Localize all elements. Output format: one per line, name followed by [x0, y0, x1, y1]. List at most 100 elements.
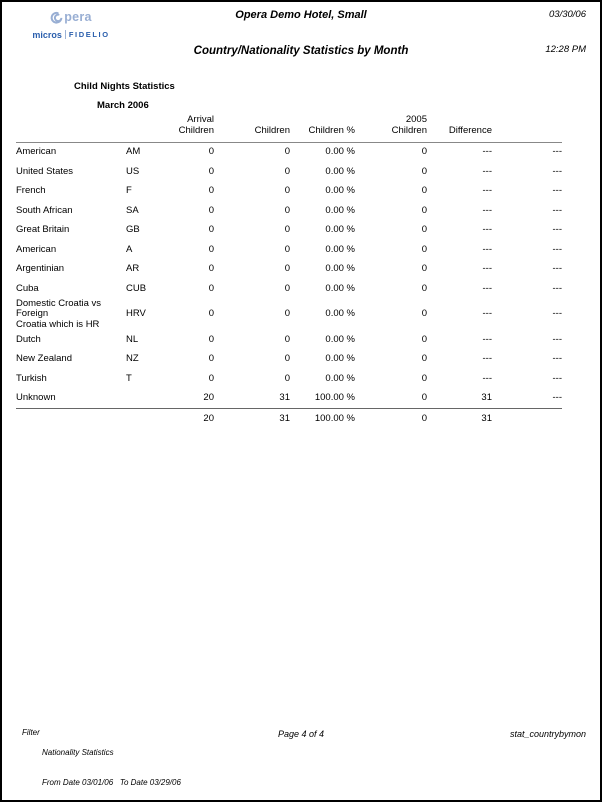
opera-wordmark: pera: [64, 10, 92, 24]
children-pct-cell: 0.00 %: [325, 224, 355, 235]
micros-label: micros: [32, 29, 62, 40]
children-pct-cell: 0.00 %: [325, 165, 355, 177]
table-row: New Zealand NZ 0 0 0.00 % 0 --- ---: [16, 350, 562, 370]
country-code-cell: AR: [126, 263, 140, 274]
children-2005-cell: 0: [421, 353, 427, 364]
difference-cell: ---: [482, 263, 493, 274]
children-pct-cell: 0.00 %: [325, 282, 355, 294]
table-row: Cuba CUB 0 0 0.00 % 0 --- ---: [16, 279, 562, 299]
children-cell: 0: [284, 146, 290, 158]
table-body: American AM 0 0 0.00 % 0 --- --- United …: [16, 143, 562, 409]
difference-cell: ---: [482, 308, 493, 319]
children-cell: 0: [284, 372, 290, 384]
country-name-cell: United States: [16, 165, 74, 177]
totals-code-cell: [126, 407, 166, 429]
arrival-children-cell: 0: [208, 282, 214, 294]
difference-cell: ---: [482, 372, 493, 384]
children-pct-cell: 0.00 %: [325, 185, 355, 196]
section-month: March 2006: [97, 100, 149, 111]
table-row: Turkish T 0 0 0.00 % 0 --- ---: [16, 369, 562, 389]
country-name-cell: Cuba: [16, 282, 39, 294]
extra-cell: ---: [552, 282, 563, 294]
country-code-cell: SA: [126, 204, 139, 216]
children-pct-cell: 0.00 %: [325, 372, 355, 384]
children-2005-cell: 0: [421, 185, 427, 196]
country-name-cell: Unknown: [16, 391, 56, 403]
table-row: Domestic Croatia vs Foreign Croatia whic…: [16, 298, 563, 331]
filter-details: Nationality Statistics From Date 03/01/0…: [42, 728, 181, 800]
country-code-cell: T: [126, 372, 132, 384]
country-code-cell: CUB: [126, 282, 147, 294]
difference-cell: ---: [482, 353, 493, 364]
children-pct-cell: 0.00 %: [325, 333, 355, 345]
table-row: United States US 0 0 0.00 % 0 --- ---: [16, 162, 562, 182]
column-header-extra: [492, 114, 562, 143]
arrival-children-cell: 0: [208, 308, 214, 319]
extra-cell: ---: [552, 372, 563, 384]
children-2005-cell: 0: [421, 372, 427, 384]
table-totals-row: 20 31 100.00 % 0 31: [16, 407, 562, 429]
extra-cell: ---: [552, 333, 563, 345]
statistics-table: Arrival Children Children Children % 200…: [16, 114, 562, 429]
country-name-cell: Argentinian: [16, 263, 65, 274]
country-name-cell: American: [16, 146, 57, 158]
extra-cell: ---: [552, 185, 563, 196]
extra-cell: ---: [552, 308, 563, 319]
country-code-cell: NZ: [126, 353, 139, 364]
country-name-cell: French: [16, 185, 46, 196]
extra-cell: ---: [552, 353, 563, 364]
children-2005-cell: 0: [421, 308, 427, 319]
totals-extra-cell: [492, 407, 562, 429]
extra-cell: ---: [552, 165, 563, 177]
children-cell: 0: [284, 185, 290, 196]
table-header-row: Arrival Children Children Children % 200…: [16, 114, 562, 143]
column-header-arrival-children: Arrival Children: [166, 114, 214, 143]
children-2005-cell: 0: [421, 263, 427, 274]
extra-cell: ---: [552, 204, 563, 216]
report-title: Country/Nationality Statistics by Month: [193, 45, 409, 57]
report-code: stat_countrybymon: [509, 729, 586, 739]
table-row: Great Britain GB 0 0 0.00 % 0 --- ---: [16, 221, 562, 241]
country-name-cell: Turkish: [16, 372, 47, 384]
difference-cell: ---: [482, 282, 493, 294]
children-2005-cell: 0: [421, 146, 427, 158]
table-row: French F 0 0 0.00 % 0 --- ---: [16, 182, 562, 202]
micros-fidelio-logo: pera micros FIDELIO: [20, 10, 122, 40]
children-pct-cell: 0.00 %: [325, 243, 355, 255]
children-cell: 0: [284, 224, 290, 235]
table-row: Argentinian AR 0 0 0.00 % 0 --- ---: [16, 260, 562, 280]
children-2005-cell: 0: [421, 282, 427, 294]
children-2005-cell: 0: [421, 243, 427, 255]
country-code-cell: NL: [126, 333, 139, 345]
arrival-children-cell: 0: [208, 243, 214, 255]
micros-fidelio-wordmark: micros FIDELIO: [20, 30, 122, 40]
filter-label: Filter: [22, 728, 40, 737]
totals-children-2005-cell: 0: [355, 407, 427, 429]
country-code-cell: HRV: [126, 308, 146, 319]
country-code-cell: US: [126, 165, 140, 177]
arrival-children-cell: 0: [208, 263, 214, 274]
totals-children-pct-cell: 100.00 %: [290, 407, 355, 429]
children-cell: 0: [284, 353, 290, 364]
table-row: American AM 0 0 0.00 % 0 --- ---: [16, 143, 562, 163]
totals-name-cell: [16, 407, 126, 429]
table-row: South African SA 0 0 0.00 % 0 --- ---: [16, 201, 562, 221]
column-header-2005-children: 2005 Children: [355, 114, 427, 143]
page-number: Page 4 of 4: [277, 729, 325, 739]
country-name-cell: American: [16, 243, 57, 255]
children-2005-cell: 0: [421, 333, 427, 345]
hotel-name-title: Opera Demo Hotel, Small: [235, 9, 367, 21]
country-name-cell: Dutch: [16, 333, 41, 345]
country-name-cell: South African: [16, 204, 73, 216]
children-cell: 31: [279, 391, 290, 403]
opera-swirl-icon: [50, 11, 63, 24]
arrival-children-cell: 0: [208, 165, 214, 177]
country-code-cell: GB: [126, 224, 140, 235]
column-header-difference: Difference: [427, 114, 492, 143]
arrival-children-cell: 20: [203, 391, 214, 403]
filter-line-date-range: From Date 03/01/06 To Date 03/29/06: [42, 778, 181, 787]
country-name-cell: Great Britain: [16, 224, 70, 235]
difference-cell: ---: [482, 224, 493, 235]
report-time: 12:28 PM: [545, 44, 586, 55]
